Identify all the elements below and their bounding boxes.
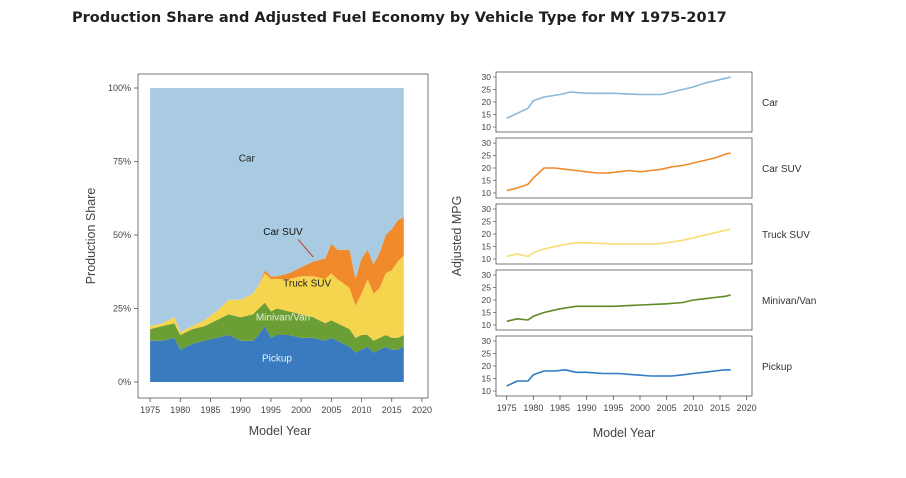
- y-tick-label: 15: [482, 374, 492, 384]
- mpg-panel-minivan-van: 10 15 20 25 30 Minivan/Van: [482, 269, 816, 331]
- production-share-plot-frame: [137, 73, 429, 399]
- production-share-area-labels: Car Car SUV Truck SUV Minivan/Van Pickup: [239, 154, 332, 365]
- area-car-suv: [150, 217, 404, 332]
- y-tick-label: 75%: [113, 157, 131, 167]
- y-tick-label: 30: [482, 270, 492, 280]
- y-tick-label: 20: [482, 163, 492, 173]
- x-tick-label: 1990: [231, 405, 251, 415]
- mpg-panel-label: Truck SUV: [762, 230, 810, 241]
- y-tick-label: 25: [482, 283, 492, 293]
- area-truck-suv: [150, 255, 404, 341]
- y-tick-label: 25%: [113, 304, 131, 314]
- x-tick-label: 2005: [657, 403, 677, 413]
- y-tick-label: 25: [482, 85, 492, 95]
- area-label-pickup: Pickup: [262, 353, 292, 364]
- y-tick-label: 30: [482, 336, 492, 346]
- x-tick-label: 2020: [412, 405, 432, 415]
- y-tick-label: 15: [482, 242, 492, 252]
- x-tick-label: 2015: [710, 403, 730, 413]
- x-tick-label: 2000: [291, 405, 311, 415]
- mpg-panel-pickup: 10 15 20 25 30 Pickup: [482, 335, 792, 397]
- y-tick-label: 10: [482, 320, 492, 330]
- y-tick-label: 10: [482, 188, 492, 198]
- adjusted-mpg-x-axis-label: Model Year: [593, 426, 656, 440]
- mpg-line-car: [506, 76, 731, 120]
- x-tick-label: 1980: [170, 405, 190, 415]
- production-share-y-ticks: 0% 25% 50% 75% 100%: [108, 83, 138, 387]
- area-label-car: Car: [239, 154, 256, 165]
- adjusted-mpg-x-ticks: 1975 1980 1985 1990 1995 2000 2005 2010 2015 2020: [497, 396, 757, 413]
- x-tick-label: 1990: [577, 403, 597, 413]
- adjusted-mpg-y-axis-label: Adjusted MPG: [450, 196, 464, 277]
- adjusted-mpg-chart: 10 15 20 25 30 Car 10 15 20 25 30 Car SUV 10 15 20 25 30…: [450, 71, 816, 440]
- page-title: Production Share and Adjusted Fuel Econo…: [72, 10, 727, 26]
- x-tick-label: 1985: [550, 403, 570, 413]
- x-tick-label: 1980: [523, 403, 543, 413]
- mpg-panel-truck-suv: 10 15 20 25 30 Truck SUV: [482, 203, 810, 265]
- mpg-line-car-suv: [506, 152, 731, 192]
- mpg-panel-frame: [495, 269, 753, 331]
- area-pickup: [150, 326, 404, 382]
- y-tick-label: 20: [482, 361, 492, 371]
- mpg-panel-car: 10 15 20 25 30 Car: [482, 71, 779, 133]
- y-tick-label: 10: [482, 386, 492, 396]
- area-label-minivan-van: Minivan/Van: [256, 312, 310, 323]
- y-tick-label: 50%: [113, 230, 131, 240]
- y-tick-label: 25: [482, 217, 492, 227]
- y-tick-label: 25: [482, 151, 492, 161]
- y-tick-label: 0%: [118, 377, 131, 387]
- x-tick-label: 2010: [683, 403, 703, 413]
- production-share-x-axis-label: Model Year: [249, 424, 312, 438]
- y-tick-label: 10: [482, 254, 492, 264]
- area-car: [150, 88, 404, 332]
- y-tick-label: 15: [482, 308, 492, 318]
- area-minivan-van: [150, 302, 404, 353]
- production-share-chart: 1975 1980 1985 1990 1995 2000 2005 2010 2015 2020…: [84, 73, 432, 438]
- y-tick-label: 30: [482, 72, 492, 82]
- y-tick-label: 20: [482, 229, 492, 239]
- x-tick-label: 1985: [200, 405, 220, 415]
- x-tick-label: 1995: [261, 405, 281, 415]
- adjusted-mpg-panels: 10 15 20 25 30 Car 10 15 20 25 30 Car SUV 10 15 20 25 30…: [482, 71, 816, 397]
- x-tick-label: 2015: [382, 405, 402, 415]
- x-tick-label: 1995: [603, 403, 623, 413]
- production-share-x-ticks: 1975 1980 1985 1990 1995 2000 2005 2010 2015 2020: [140, 398, 432, 415]
- car-suv-label-pointer: [297, 239, 314, 258]
- x-tick-label: 2000: [630, 403, 650, 413]
- area-label-truck-suv: Truck SUV: [283, 278, 331, 289]
- mpg-panel-label: Car SUV: [762, 164, 802, 175]
- y-tick-label: 15: [482, 110, 492, 120]
- mpg-panel-frame: [495, 203, 753, 265]
- mpg-line-truck-suv: [506, 228, 731, 258]
- mpg-panel-car-suv: 10 15 20 25 30 Car SUV: [482, 137, 802, 199]
- y-tick-label: 30: [482, 204, 492, 214]
- mpg-panel-label: Minivan/Van: [762, 296, 816, 307]
- mpg-panel-frame: [495, 137, 753, 199]
- y-tick-label: 100%: [108, 83, 131, 93]
- area-label-car-suv: Car SUV: [263, 227, 303, 238]
- mpg-line-pickup: [506, 369, 731, 387]
- mpg-panel-label: Car: [762, 98, 779, 109]
- mpg-panel-label: Pickup: [762, 362, 792, 373]
- y-tick-label: 15: [482, 176, 492, 186]
- x-tick-label: 1975: [497, 403, 517, 413]
- x-tick-label: 2005: [321, 405, 341, 415]
- mpg-line-minivan-van: [506, 294, 731, 323]
- y-tick-label: 20: [482, 97, 492, 107]
- production-share-y-axis-label: Production Share: [84, 188, 98, 285]
- x-tick-label: 2020: [737, 403, 757, 413]
- x-tick-label: 1975: [140, 405, 160, 415]
- y-tick-label: 25: [482, 349, 492, 359]
- production-share-areas: [150, 88, 404, 382]
- y-tick-label: 20: [482, 295, 492, 305]
- y-tick-label: 10: [482, 122, 492, 132]
- mpg-panel-frame: [495, 335, 753, 397]
- y-tick-label: 30: [482, 138, 492, 148]
- x-tick-label: 2010: [352, 405, 372, 415]
